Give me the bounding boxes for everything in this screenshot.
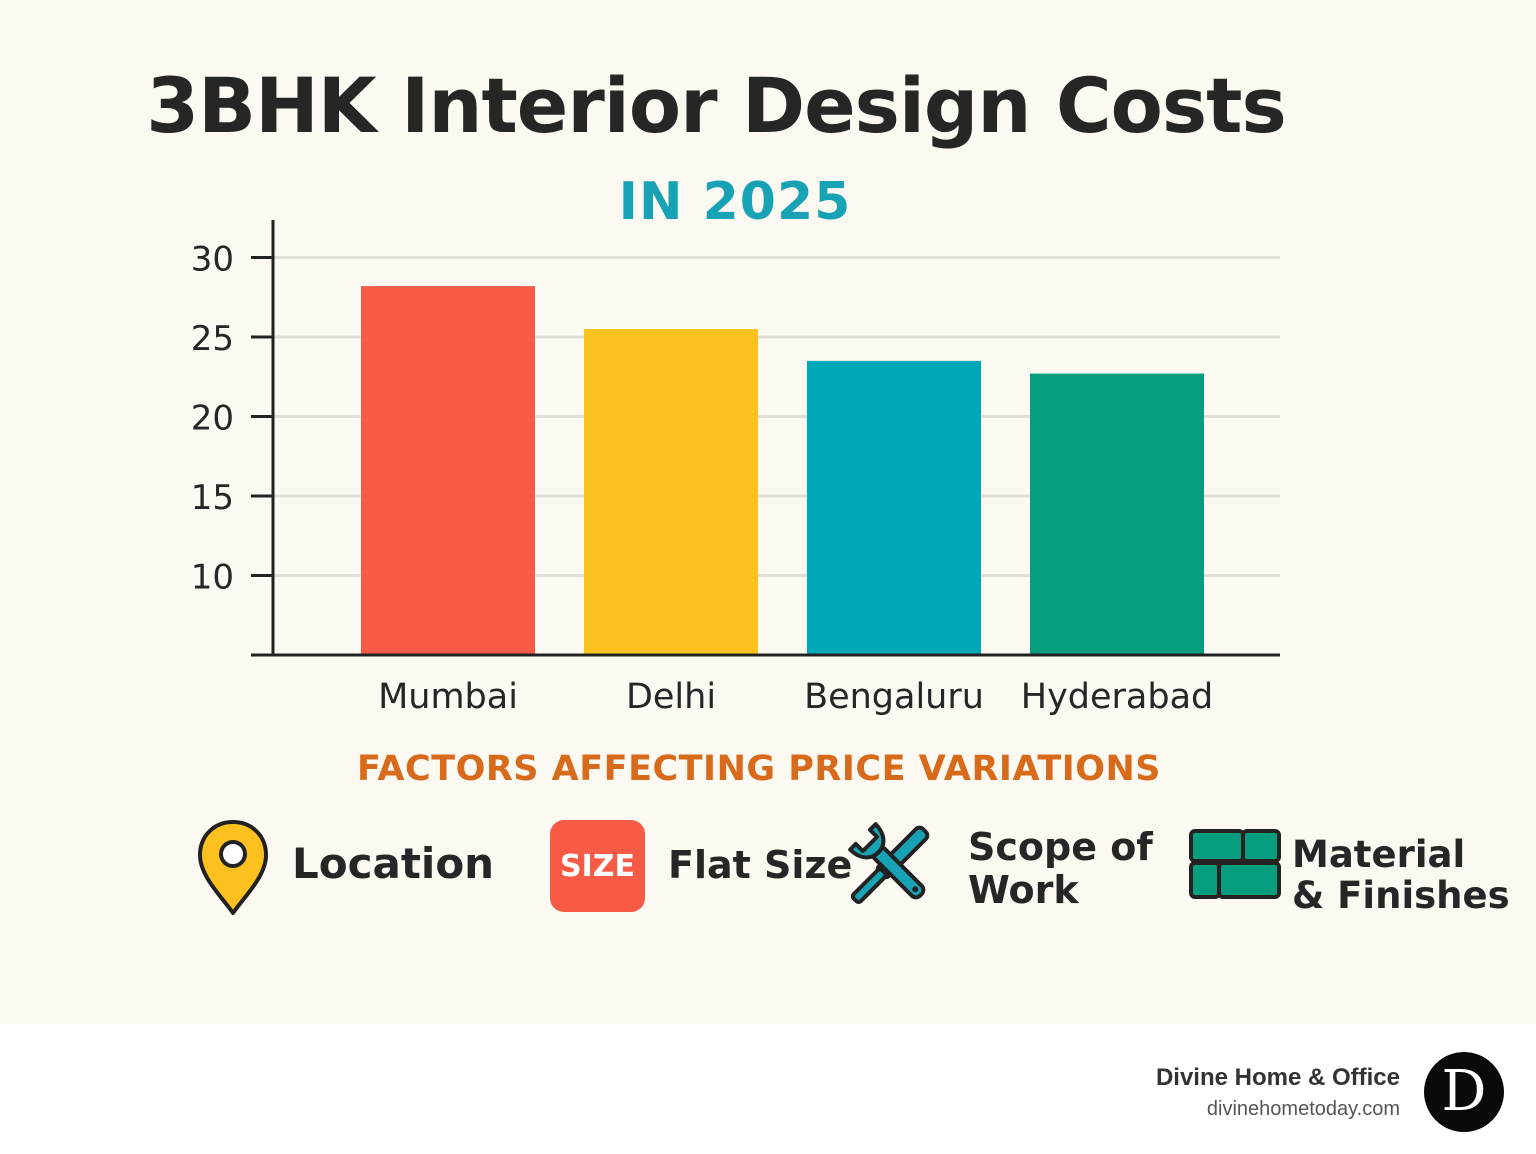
factor-label-location: Location [292, 839, 495, 888]
factor-label-materials-line1: Material [1292, 833, 1466, 876]
size-badge-icon: SIZE [550, 820, 645, 912]
bar-delhi [584, 329, 758, 655]
bar-hyderabad [1030, 373, 1204, 655]
brand-name: Divine Home & Office [1155, 1064, 1400, 1091]
brand-logo: D [1424, 1052, 1504, 1132]
factors-heading: FACTORS AFFECTING PRICE VARIATIONS [357, 749, 1161, 789]
x-tick-label: Delhi [626, 677, 716, 717]
bar-bengaluru [807, 360, 981, 655]
factor-label-materials: Material & Finishes [1292, 834, 1510, 917]
factor-label-materials-line2: & Finishes [1292, 874, 1510, 918]
x-tick-label: Hyderabad [1021, 677, 1214, 717]
y-tick-label: 10 [191, 558, 234, 598]
factor-label-scope-line1: Scope of [968, 825, 1153, 869]
y-tick-label: 25 [191, 319, 234, 359]
map-pin-icon [198, 820, 268, 915]
wrench-screwdriver-icon [848, 822, 930, 905]
y-tick-label: 20 [191, 399, 234, 439]
factor-label-scope-of-work: Scope of Work [968, 826, 1153, 911]
tiles-icon [1189, 829, 1281, 899]
size-badge-text: SIZE [559, 848, 635, 884]
factor-label-flat-size: Flat Size [668, 843, 853, 887]
y-tick-label: 15 [191, 478, 234, 518]
factor-label-scope-line2: Work [968, 867, 1079, 912]
brand-url[interactable]: divinehometoday.com [1206, 1098, 1400, 1120]
bar-chart: 10 15 20 25 30 Mumbai Delhi Bengaluru Hyderabad [191, 220, 1280, 717]
chart-subtitle: IN 2025 [618, 172, 852, 232]
x-tick-label: Mumbai [378, 677, 518, 717]
brand-logo-letter: D [1441, 1059, 1487, 1124]
y-tick-label: 30 [191, 240, 234, 280]
bar-mumbai [361, 286, 535, 655]
chart-title: 3BHK Interior Design Costs [146, 61, 1286, 150]
x-tick-label: Bengaluru [804, 677, 984, 717]
